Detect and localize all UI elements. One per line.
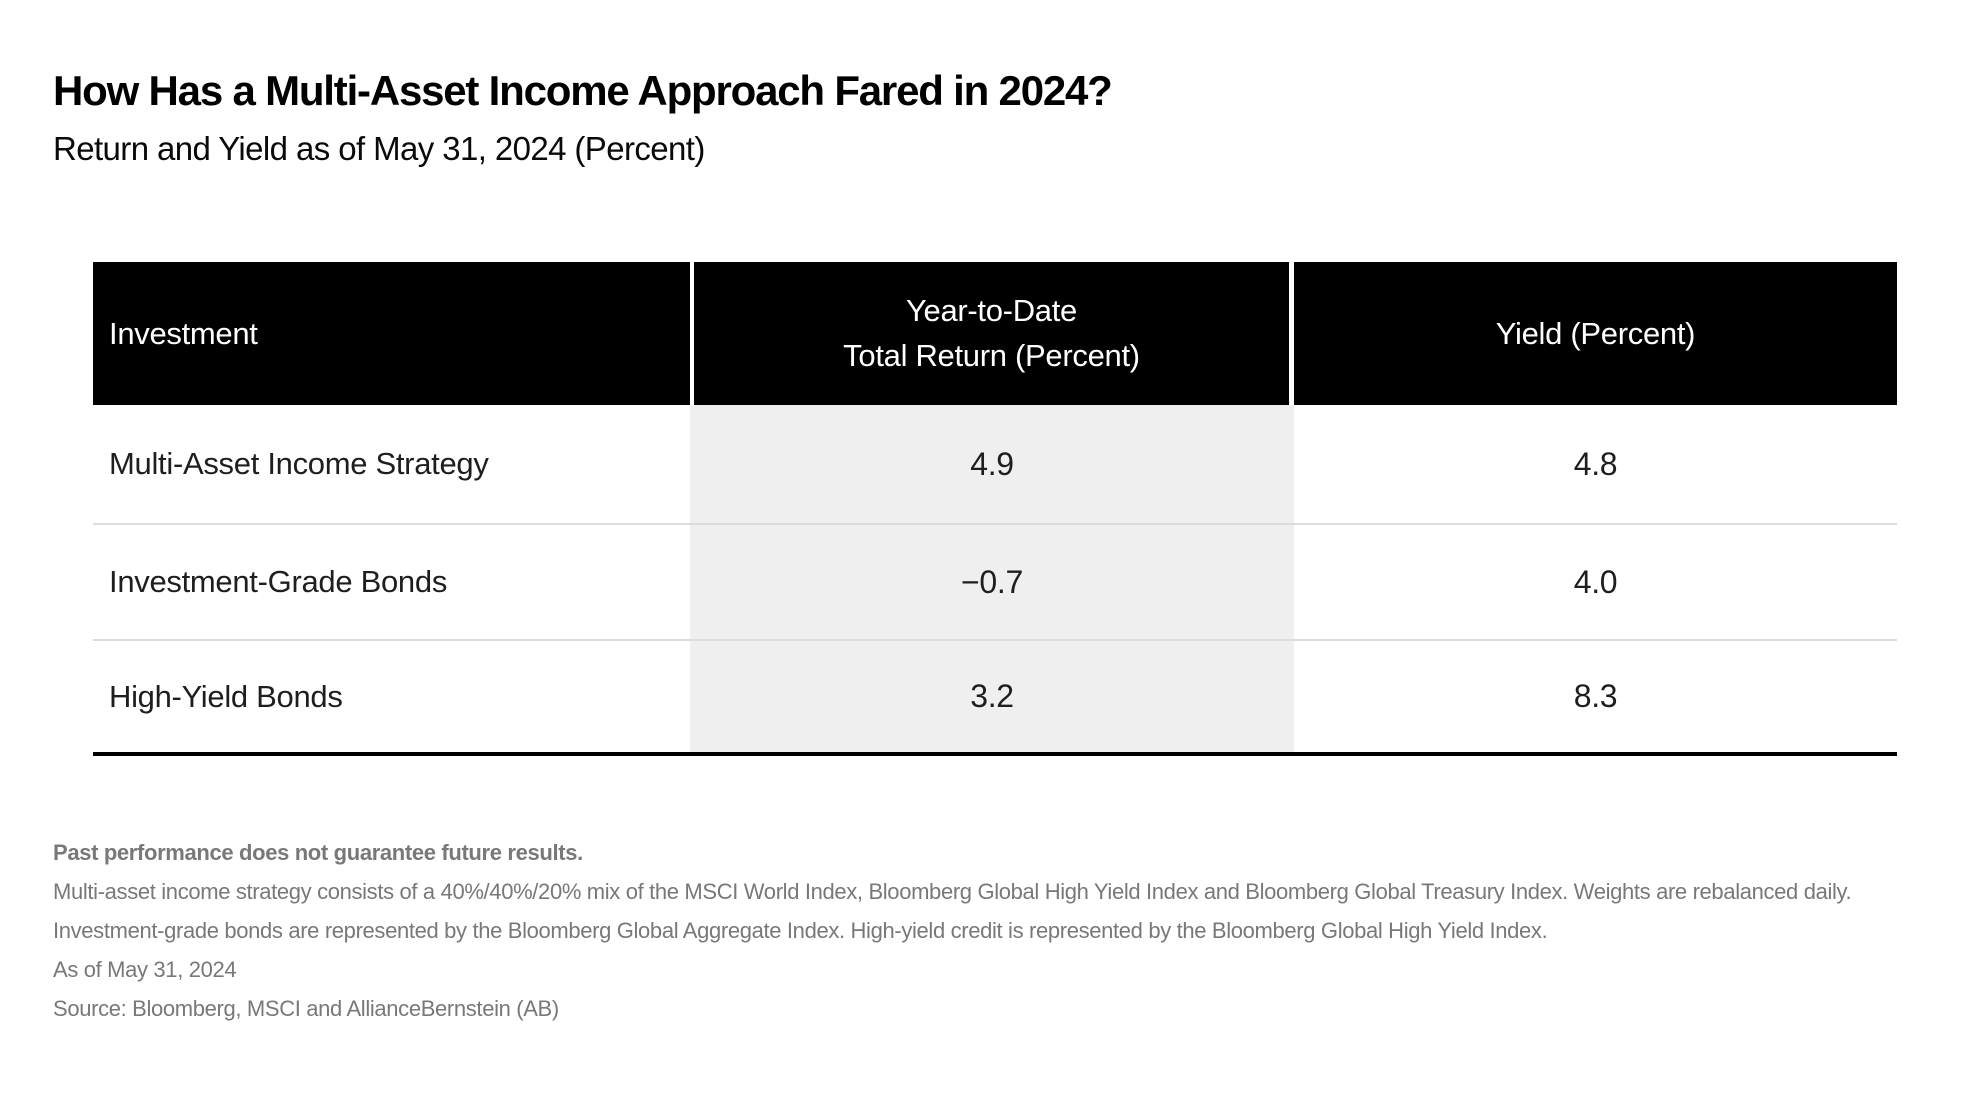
source-line: Source: Bloomberg, MSCI and AllianceBern… — [53, 996, 559, 1021]
table-header-row: Investment Year-to-Date Total Return (Pe… — [93, 262, 1897, 405]
investment-name: Investment-Grade Bonds — [93, 525, 690, 639]
ytd-return-value: −0.7 — [690, 525, 1294, 639]
header-cell-yield: Yield (Percent) — [1294, 262, 1897, 405]
header-cell-investment: Investment — [93, 262, 690, 405]
ytd-return-value: 3.2 — [690, 641, 1294, 752]
methodology-note-1: Multi-asset income strategy consists of … — [53, 879, 1852, 904]
investment-name: Multi-Asset Income Strategy — [93, 405, 690, 523]
yield-value: 4.8 — [1294, 405, 1897, 523]
yield-value: 4.0 — [1294, 525, 1897, 639]
methodology-note-2: Investment-grade bonds are represented b… — [53, 918, 1548, 943]
investment-name: High-Yield Bonds — [93, 641, 690, 752]
returns-yield-table: Investment Year-to-Date Total Return (Pe… — [93, 262, 1897, 756]
table-row: High-Yield Bonds 3.2 8.3 — [93, 639, 1897, 752]
page-title: How Has a Multi-Asset Income Approach Fa… — [53, 67, 1113, 114]
header-cell-ytd-total-return: Year-to-Date Total Return (Percent) — [694, 262, 1289, 405]
footnotes-block: Past performance does not guarantee futu… — [53, 840, 1852, 1037]
table-row: Multi-Asset Income Strategy 4.9 4.8 — [93, 405, 1897, 523]
as-of-date: As of May 31, 2024 — [53, 957, 237, 982]
table-row: Investment-Grade Bonds −0.7 4.0 — [93, 523, 1897, 639]
yield-value: 8.3 — [1294, 641, 1897, 752]
page-subtitle: Return and Yield as of May 31, 2024 (Per… — [53, 130, 705, 167]
ytd-return-value: 4.9 — [690, 405, 1294, 523]
table-body: Multi-Asset Income Strategy 4.9 4.8 Inve… — [93, 405, 1897, 756]
disclaimer-text: Past performance does not guarantee futu… — [53, 840, 583, 865]
